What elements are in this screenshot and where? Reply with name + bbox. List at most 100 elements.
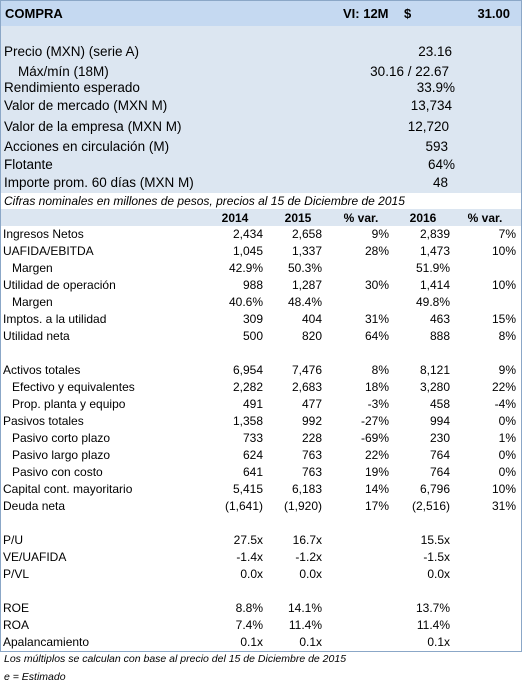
row-label: Pasivo corto plazo bbox=[12, 431, 111, 445]
cell-value: 0.0x bbox=[299, 567, 322, 581]
col-var-2: % var. bbox=[467, 211, 503, 225]
cell-value: 2,434 bbox=[232, 227, 263, 241]
row-label: Deuda neta bbox=[3, 499, 66, 513]
cell-value: 763 bbox=[301, 465, 322, 479]
cell-value: 49.8% bbox=[415, 295, 450, 309]
summary-value: 30.16 / 22.67 bbox=[370, 64, 449, 79]
summary-label: Máx/mín (18M) bbox=[18, 64, 109, 79]
cell-value: 18% bbox=[364, 380, 389, 394]
cell-value: 0.1x bbox=[240, 635, 263, 649]
cell-value: 888 bbox=[429, 329, 450, 343]
cell-value: 1,337 bbox=[291, 244, 322, 258]
cell-value: 641 bbox=[242, 465, 263, 479]
cell-value: 404 bbox=[301, 312, 322, 326]
row-label: ROE bbox=[3, 601, 30, 615]
cell-value: 16.7x bbox=[292, 533, 322, 547]
note-row bbox=[0, 193, 522, 209]
cell-value: 3,280 bbox=[419, 380, 450, 394]
cell-value: 500 bbox=[242, 329, 263, 343]
cell-value: -1.5x bbox=[423, 550, 450, 564]
note-text: Cifras nominales en millones de pesos, p… bbox=[4, 194, 405, 208]
cell-value: 0.1x bbox=[299, 635, 322, 649]
summary-value: 48 bbox=[432, 175, 448, 190]
cell-value: 8,121 bbox=[419, 363, 450, 377]
cell-value: 8% bbox=[371, 363, 389, 377]
cell-value: 6,796 bbox=[419, 482, 450, 496]
cell-value: 1,287 bbox=[291, 278, 322, 292]
recommendation-label: COMPRA bbox=[5, 6, 63, 21]
cell-value: 27.5x bbox=[233, 533, 263, 547]
cell-value: 0% bbox=[498, 465, 516, 479]
cell-value: 230 bbox=[429, 431, 450, 445]
row-label: Pasivo largo plazo bbox=[12, 448, 111, 462]
cell-value: 7.4% bbox=[235, 618, 263, 632]
cell-value: 0.0x bbox=[240, 567, 263, 581]
header-bar bbox=[0, 0, 522, 26]
row-label: Prop. planta y equipo bbox=[12, 397, 126, 411]
cell-value: 10% bbox=[491, 482, 516, 496]
cell-value: 1,414 bbox=[419, 278, 450, 292]
cell-value: 491 bbox=[242, 397, 263, 411]
cell-value: 51.9% bbox=[415, 261, 450, 275]
cell-value: 10% bbox=[491, 278, 516, 292]
cell-value: 763 bbox=[301, 448, 322, 462]
footnote-multiples: Los múltiplos se calculan con base al pr… bbox=[4, 653, 347, 665]
cell-value: 31% bbox=[491, 499, 516, 513]
row-label: Margen bbox=[12, 295, 53, 309]
row-label: ROA bbox=[3, 618, 30, 632]
cell-value: 820 bbox=[301, 329, 322, 343]
row-label: Utilidad neta bbox=[3, 329, 70, 343]
cell-value: 11.4% bbox=[416, 618, 450, 632]
cell-value: 1,358 bbox=[232, 414, 263, 428]
cell-value: 7% bbox=[498, 227, 516, 241]
cell-value: 15% bbox=[491, 312, 516, 326]
col-2016: 2016 bbox=[409, 211, 437, 225]
cell-value: 6,954 bbox=[232, 363, 263, 377]
col-var-1: % var. bbox=[343, 211, 379, 225]
cell-value: 2,282 bbox=[232, 380, 263, 394]
cell-value: 7,476 bbox=[291, 363, 322, 377]
cell-value: 463 bbox=[429, 312, 450, 326]
row-label: Pasivos totales bbox=[3, 414, 84, 428]
row-label: Utilidad de operación bbox=[3, 278, 116, 292]
cell-value: 0% bbox=[498, 448, 516, 462]
row-label: Margen bbox=[12, 261, 53, 275]
cell-value: 30% bbox=[364, 278, 389, 292]
cell-value: 733 bbox=[242, 431, 263, 445]
cell-value: 309 bbox=[242, 312, 263, 326]
cell-value: 1,045 bbox=[232, 244, 263, 258]
cell-value: (1,641) bbox=[224, 499, 263, 513]
cell-value: 22% bbox=[491, 380, 516, 394]
cell-value: 988 bbox=[242, 278, 263, 292]
cell-value: -1.4x bbox=[236, 550, 263, 564]
cell-value: -4% bbox=[494, 397, 516, 411]
cell-value: 624 bbox=[242, 448, 263, 462]
cell-value: 994 bbox=[429, 414, 450, 428]
row-label: P/VL bbox=[3, 567, 30, 581]
summary-value: 12,720 bbox=[407, 119, 449, 134]
cell-value: 17% bbox=[364, 499, 389, 513]
cell-value: 0.0x bbox=[427, 567, 450, 581]
cell-value: 13.7% bbox=[415, 601, 450, 615]
col-2015: 2015 bbox=[284, 211, 312, 225]
summary-value: 593 bbox=[425, 139, 448, 154]
cell-value: 9% bbox=[371, 227, 389, 241]
summary-label: Rendimiento esperado bbox=[4, 80, 140, 95]
cell-value: 14% bbox=[364, 482, 389, 496]
cell-value: 19% bbox=[364, 465, 389, 479]
financial-table bbox=[0, 226, 522, 651]
cell-value: 5,415 bbox=[232, 482, 263, 496]
cell-value: -3% bbox=[367, 397, 389, 411]
cell-value: 0.1x bbox=[427, 635, 450, 649]
summary-label: Flotante bbox=[4, 157, 53, 172]
cell-value: 22% bbox=[364, 448, 389, 462]
summary-value: 13,734 bbox=[410, 98, 452, 113]
cell-value: -69% bbox=[360, 431, 389, 445]
row-label: Apalancamiento bbox=[3, 635, 90, 649]
cell-value: 1,473 bbox=[419, 244, 450, 258]
summary-label: Precio (MXN) (serie A) bbox=[4, 44, 140, 59]
cell-value: -1.2x bbox=[295, 550, 322, 564]
row-label: Capital cont. mayoritario bbox=[3, 482, 133, 496]
cell-value: 11.4% bbox=[288, 618, 322, 632]
cell-value: 50.3% bbox=[287, 261, 322, 275]
